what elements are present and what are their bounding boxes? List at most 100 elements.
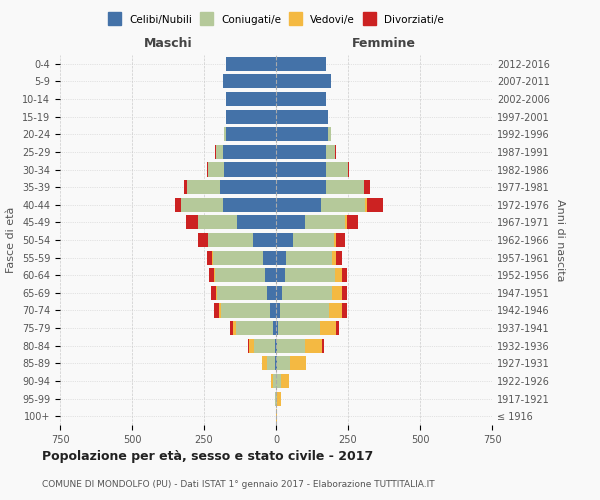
Bar xyxy=(262,356,267,370)
Bar xyxy=(328,127,331,142)
Bar xyxy=(237,216,276,230)
Y-axis label: Fasce di età: Fasce di età xyxy=(7,207,16,273)
Text: Popolazione per età, sesso e stato civile - 2017: Popolazione per età, sesso e stato civil… xyxy=(42,450,373,463)
Bar xyxy=(365,198,367,212)
Bar xyxy=(220,180,276,194)
Bar xyxy=(271,374,274,388)
Bar xyxy=(320,321,336,335)
Bar xyxy=(226,92,276,106)
Bar xyxy=(249,338,254,353)
Bar xyxy=(219,304,221,318)
Bar xyxy=(277,356,290,370)
Bar xyxy=(198,216,237,230)
Text: Femmine: Femmine xyxy=(352,36,416,50)
Bar xyxy=(286,250,332,264)
Bar xyxy=(230,321,233,335)
Bar xyxy=(267,356,275,370)
Bar xyxy=(226,57,276,71)
Bar xyxy=(181,198,223,212)
Bar xyxy=(187,180,220,194)
Bar xyxy=(305,216,345,230)
Bar xyxy=(226,127,276,142)
Text: COMUNE DI MONDOLFO (PU) - Dati ISTAT 1° gennaio 2017 - Elaborazione TUTTITALIA.I: COMUNE DI MONDOLFO (PU) - Dati ISTAT 1° … xyxy=(42,480,434,489)
Bar xyxy=(277,392,281,406)
Bar xyxy=(276,250,286,264)
Bar xyxy=(215,145,223,159)
Bar xyxy=(347,216,358,230)
Bar xyxy=(209,268,214,282)
Bar xyxy=(337,233,345,247)
Bar xyxy=(276,162,326,176)
Bar xyxy=(223,198,276,212)
Bar xyxy=(214,268,215,282)
Bar xyxy=(332,250,337,264)
Bar xyxy=(224,162,276,176)
Bar xyxy=(223,145,276,159)
Bar xyxy=(184,180,187,194)
Bar xyxy=(336,321,339,335)
Bar xyxy=(215,268,265,282)
Bar xyxy=(276,268,284,282)
Bar xyxy=(276,286,282,300)
Bar xyxy=(276,92,326,106)
Bar xyxy=(276,304,280,318)
Bar xyxy=(284,268,335,282)
Bar xyxy=(277,338,305,353)
Bar xyxy=(276,74,331,88)
Text: Maschi: Maschi xyxy=(143,36,193,50)
Bar xyxy=(186,216,197,230)
Bar xyxy=(248,338,249,353)
Bar xyxy=(364,180,370,194)
Bar xyxy=(270,304,276,318)
Bar xyxy=(276,392,277,406)
Bar xyxy=(276,127,328,142)
Bar xyxy=(265,268,276,282)
Bar xyxy=(282,286,332,300)
Bar xyxy=(236,321,273,335)
Legend: Celibi/Nubili, Coniugati/e, Vedovi/e, Divorziati/e: Celibi/Nubili, Coniugati/e, Vedovi/e, Di… xyxy=(105,12,447,28)
Bar xyxy=(334,233,337,247)
Bar xyxy=(208,162,224,176)
Bar xyxy=(348,162,349,176)
Bar xyxy=(329,304,342,318)
Bar xyxy=(276,321,278,335)
Bar xyxy=(326,180,364,194)
Bar xyxy=(335,145,337,159)
Bar xyxy=(276,233,293,247)
Bar xyxy=(326,162,348,176)
Bar xyxy=(345,216,347,230)
Bar xyxy=(263,250,276,264)
Bar xyxy=(254,338,275,353)
Bar xyxy=(332,286,342,300)
Bar xyxy=(320,198,365,212)
Bar xyxy=(290,356,305,370)
Bar xyxy=(278,321,320,335)
Bar xyxy=(274,374,276,388)
Bar xyxy=(276,180,326,194)
Bar xyxy=(175,198,181,212)
Bar xyxy=(275,338,276,353)
Bar xyxy=(223,74,276,88)
Bar xyxy=(276,198,320,212)
Bar xyxy=(211,286,215,300)
Bar xyxy=(276,338,277,353)
Bar xyxy=(342,304,347,318)
Bar xyxy=(276,374,281,388)
Bar xyxy=(342,268,347,282)
Bar xyxy=(207,162,208,176)
Bar xyxy=(337,250,341,264)
Bar xyxy=(280,304,329,318)
Bar xyxy=(367,198,383,212)
Bar xyxy=(276,57,326,71)
Bar xyxy=(268,286,276,300)
Bar xyxy=(281,374,289,388)
Bar xyxy=(226,110,276,124)
Bar xyxy=(197,233,208,247)
Bar xyxy=(217,286,268,300)
Bar xyxy=(221,304,270,318)
Bar xyxy=(322,338,323,353)
Bar xyxy=(214,304,219,318)
Bar xyxy=(276,216,305,230)
Bar xyxy=(208,233,253,247)
Bar xyxy=(326,145,335,159)
